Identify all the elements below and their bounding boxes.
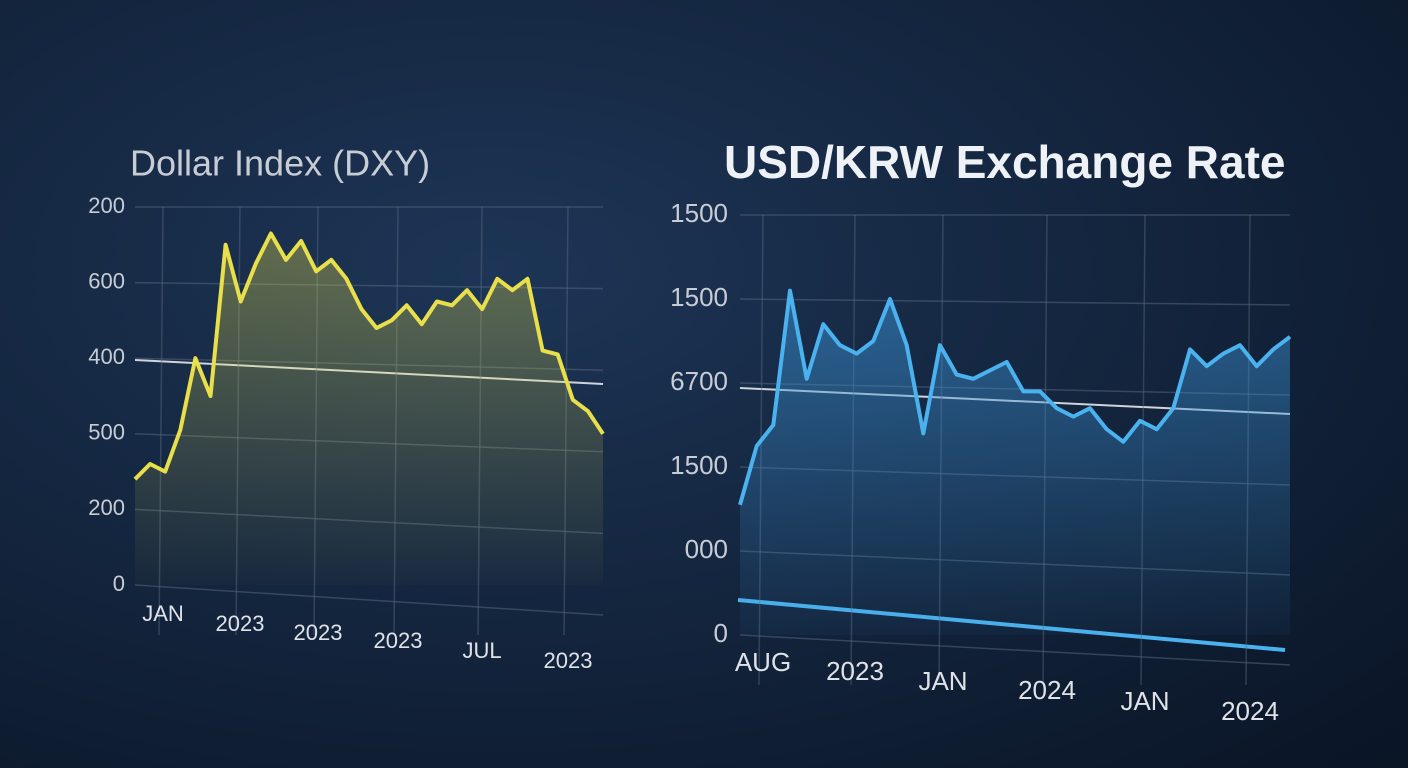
x-tick-label: 2024 bbox=[1018, 675, 1076, 705]
x-tick-label: AUG bbox=[735, 647, 791, 677]
y-tick-label: 200 bbox=[88, 495, 125, 520]
y-tick-label: 500 bbox=[88, 420, 125, 445]
x-tick-label: JAN bbox=[1120, 686, 1169, 716]
x-tick-label: 2023 bbox=[294, 620, 343, 645]
grid-line bbox=[739, 298, 1291, 306]
x-tick-label: 2024 bbox=[1221, 696, 1279, 726]
chart-title: Dollar Index (DXY) bbox=[130, 143, 430, 184]
y-tick-label: 200 bbox=[88, 193, 125, 218]
y-tick-label: 1500 bbox=[670, 450, 728, 480]
chart-title: USD/KRW Exchange Rate bbox=[724, 136, 1286, 188]
x-tick-label: JAN bbox=[918, 666, 967, 696]
y-tick-label: 0 bbox=[714, 618, 728, 648]
x-tick-label: 2023 bbox=[826, 656, 884, 686]
x-tick-label: 2023 bbox=[374, 628, 423, 653]
y-tick-label: 000 bbox=[685, 534, 728, 564]
x-tick-label: 2023 bbox=[544, 648, 593, 673]
area bbox=[740, 290, 1290, 635]
y-tick-label: 0 bbox=[113, 571, 125, 596]
x-tick-label: 2023 bbox=[216, 611, 265, 636]
x-tick-label: JAN bbox=[142, 601, 184, 626]
y-tick-label: 600 bbox=[88, 268, 125, 293]
line bbox=[133, 231, 605, 481]
grid-line bbox=[134, 584, 604, 616]
y-tick-label: 1500 bbox=[670, 198, 728, 228]
line bbox=[738, 288, 1292, 506]
x-tick-label: JUL bbox=[462, 638, 501, 663]
y-tick-label: 1500 bbox=[670, 282, 728, 312]
y-tick-label: 6700 bbox=[670, 366, 728, 396]
grid-line bbox=[739, 634, 1291, 666]
y-tick-label: 400 bbox=[88, 344, 125, 369]
area bbox=[135, 233, 603, 585]
